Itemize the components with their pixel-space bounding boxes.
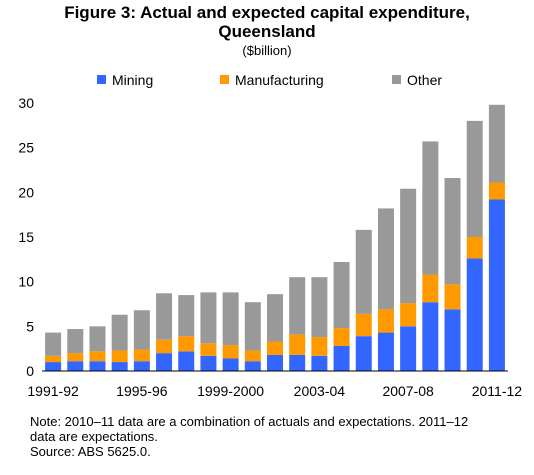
legend-label-manufacturing: Manufacturing <box>235 72 324 88</box>
bar-segment-mining <box>89 361 106 371</box>
bar-segment-manufacturing <box>156 339 173 354</box>
bar-segment-other <box>89 326 106 352</box>
bar-segment-other <box>45 332 62 356</box>
chart-subtitle: ($billion) <box>242 43 292 58</box>
bar-segment-manufacturing <box>377 309 394 333</box>
bar-segment-other <box>444 178 461 285</box>
bar-segment-other <box>222 292 239 346</box>
bar-segment-mining <box>466 258 483 371</box>
bar-segment-other <box>178 295 195 337</box>
bar-segment-other <box>466 120 483 237</box>
bar-segment-mining <box>444 309 461 371</box>
y-tick-label: 15 <box>18 229 34 245</box>
bar-segment-other <box>267 294 283 342</box>
bar-segment-other <box>422 141 439 275</box>
bar-segment-manufacturing <box>444 284 461 310</box>
y-tick-label: 25 <box>18 140 34 156</box>
bar-segment-other <box>311 277 328 338</box>
source-line: Source: ABS 5625.0. <box>30 444 151 459</box>
legend-swatch-other <box>392 75 401 84</box>
x-tick-label: 2007-08 <box>382 383 434 399</box>
bar-segment-manufacturing <box>311 337 328 356</box>
chart-title-line-1: Figure 3: Actual and expected capital ex… <box>64 3 470 22</box>
note-line-2: data are expectations. <box>30 429 158 444</box>
legend-swatch-manufacturing <box>220 75 229 84</box>
x-tick-label: 2011-12 <box>472 383 523 399</box>
bar-segment-mining <box>222 358 239 371</box>
y-tick-label: 20 <box>18 184 34 200</box>
bar-segment-mining <box>289 354 306 371</box>
bar-segment-manufacturing <box>244 350 261 362</box>
bar-segment-mining <box>111 362 128 371</box>
bar-segment-other <box>200 292 217 344</box>
bar-segment-manufacturing <box>466 237 483 259</box>
bar-segment-mining <box>355 336 372 371</box>
bar-segment-other <box>333 262 350 329</box>
bar-segment-mining <box>311 355 328 371</box>
bar-segment-other <box>133 310 150 350</box>
y-tick-label: 10 <box>18 274 34 290</box>
bar-segment-manufacturing <box>333 328 350 346</box>
y-tick-label: 30 <box>18 95 34 111</box>
bar-segment-manufacturing <box>133 349 150 362</box>
legend-label-other: Other <box>407 72 442 88</box>
bar-segment-other <box>355 229 372 314</box>
bar-segment-manufacturing <box>267 341 283 355</box>
bar-segment-mining <box>133 361 150 371</box>
bar-segment-manufacturing <box>222 345 239 359</box>
x-tick-label: 2003-04 <box>294 383 346 399</box>
bar-segment-mining <box>244 361 261 371</box>
note-line-1: Note: 2010–11 data are a combination of … <box>30 414 469 429</box>
bar-segment-other <box>377 208 394 310</box>
x-tick-label: 1991-92 <box>27 383 79 399</box>
bar-segment-mining <box>488 199 505 371</box>
bar-segment-mining <box>178 351 195 371</box>
x-tick-label: 1995-96 <box>116 383 168 399</box>
bar-segment-other <box>156 293 173 340</box>
bar-segment-manufacturing <box>89 351 106 362</box>
bar-segment-mining <box>400 326 417 371</box>
bar-segment-mining <box>377 332 394 371</box>
x-tick-label: 1999-2000 <box>197 383 264 399</box>
legend-swatch-mining <box>97 75 106 84</box>
bar-segment-manufacturing <box>289 334 306 355</box>
bar-segment-manufacturing <box>488 182 505 200</box>
y-tick-label: 5 <box>26 318 34 334</box>
bar-segment-manufacturing <box>400 303 417 327</box>
bar-segment-other <box>289 277 306 335</box>
bar-segment-manufacturing <box>111 350 128 363</box>
bar-segment-manufacturing <box>67 353 84 362</box>
bar-segment-mining <box>422 302 439 371</box>
bar-segment-manufacturing <box>200 343 217 356</box>
chart-notes: Note: 2010–11 data are a combination of … <box>30 414 530 459</box>
stacked-bar-chart: 0 5 10 15 20 25 30 1991-92 1995-96 1999-2000 2003-… <box>18 72 523 399</box>
bar-segment-other <box>400 188 417 304</box>
bar-segment-other <box>111 314 128 351</box>
bar-segment-manufacturing <box>178 336 195 352</box>
bar-segment-manufacturing <box>355 313 372 337</box>
bar-segment-manufacturing <box>45 355 62 363</box>
legend-label-mining: Mining <box>112 72 153 88</box>
bar-segment-mining <box>267 354 283 371</box>
bar-segment-mining <box>67 361 84 371</box>
bar-segment-mining <box>200 355 217 371</box>
y-tick-label: 0 <box>26 363 34 379</box>
bar-segment-mining <box>333 345 350 371</box>
bar-segment-mining <box>45 362 62 371</box>
bar-segment-manufacturing <box>422 274 439 303</box>
chart-title-line-2: Queensland <box>218 22 316 41</box>
bar-segment-other <box>244 302 261 351</box>
bar-segment-other <box>488 104 505 183</box>
bar-segment-other <box>67 329 84 354</box>
bar-segment-mining <box>156 353 173 371</box>
